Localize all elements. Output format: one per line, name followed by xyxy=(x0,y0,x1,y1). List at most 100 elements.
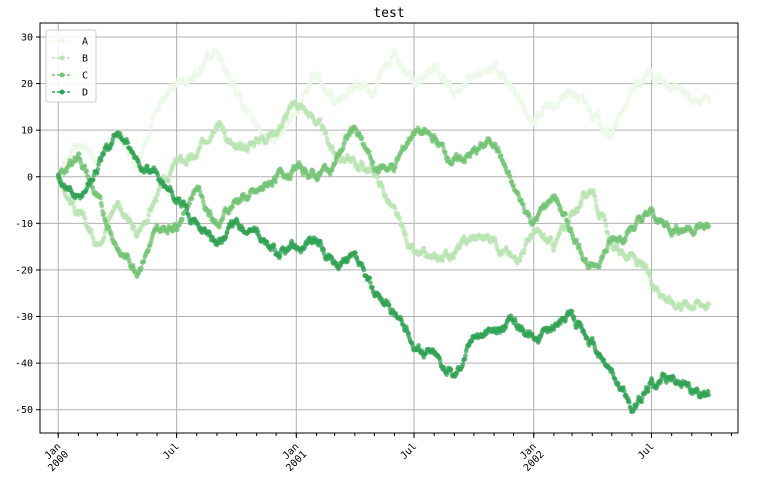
series-A-point xyxy=(329,96,335,101)
series-B-point xyxy=(551,248,557,254)
series-A-point xyxy=(220,60,226,65)
series-A-point xyxy=(437,71,442,77)
series-C-point xyxy=(101,211,107,217)
series-D-point xyxy=(98,158,104,163)
series-C-point xyxy=(392,165,398,170)
y-tick-label: 10 xyxy=(21,126,33,137)
series-B-point xyxy=(521,250,527,256)
series-B-point xyxy=(91,237,96,242)
series-A-point xyxy=(493,60,499,65)
y-tick-label: -30 xyxy=(15,312,33,323)
series-D-point xyxy=(95,166,101,172)
series-A-point xyxy=(502,74,508,80)
series-B-point xyxy=(522,247,527,252)
series-C xyxy=(55,124,712,279)
series-B-point xyxy=(132,224,137,229)
series-A-point xyxy=(197,71,202,76)
series-D-point xyxy=(125,140,131,145)
series-B-point xyxy=(89,231,95,236)
series-B-point xyxy=(443,248,449,253)
series-B-point xyxy=(82,216,88,221)
series-D-point xyxy=(462,357,468,362)
series-D-point xyxy=(627,399,632,405)
series-C-point xyxy=(370,160,376,165)
series-C-point xyxy=(563,211,568,217)
series-C-point xyxy=(141,258,147,264)
series-B-point xyxy=(81,210,86,216)
series-B-point xyxy=(461,234,467,239)
series-A-point xyxy=(596,116,602,121)
series-B-point xyxy=(575,209,581,214)
series-A-point xyxy=(388,61,393,67)
series-A-point xyxy=(393,52,399,58)
series-A-point xyxy=(559,97,565,103)
legend-label: C xyxy=(82,71,88,82)
legend-label: A xyxy=(82,37,88,48)
series-A-point xyxy=(540,110,546,115)
series-B-point xyxy=(154,198,159,204)
series-B-point xyxy=(549,236,554,241)
series-A-point xyxy=(374,86,379,92)
series-C-point xyxy=(154,222,160,228)
series-B-point xyxy=(102,234,107,240)
series-B-point xyxy=(603,223,609,229)
series-C-point xyxy=(84,168,90,174)
series-D-point xyxy=(155,172,161,178)
series-B-point xyxy=(117,202,122,208)
series-A-point xyxy=(351,86,356,91)
series-A-point xyxy=(92,155,97,161)
series-B-point xyxy=(421,245,427,251)
series-A-point xyxy=(595,108,600,114)
series-A-point xyxy=(146,134,152,140)
series-A-point xyxy=(563,94,569,99)
series-A-point xyxy=(238,94,243,99)
series-A-point xyxy=(165,92,171,97)
series-C-point xyxy=(506,169,512,175)
series-B-point xyxy=(212,129,218,135)
series-C-point xyxy=(583,256,589,262)
series-C-point xyxy=(604,246,610,252)
legend-swatch-marker xyxy=(59,38,65,44)
legend-swatch-marker xyxy=(59,72,65,78)
series-B-point xyxy=(591,188,596,193)
series-C-point xyxy=(174,227,180,233)
series-A-point xyxy=(447,79,453,85)
series-A-point xyxy=(625,104,630,110)
series-A-point xyxy=(204,49,210,55)
y-tick-label: -10 xyxy=(15,219,33,230)
series-B-point xyxy=(403,237,409,242)
series-B-point xyxy=(605,231,611,236)
series-A-point xyxy=(662,78,668,84)
series-A-point xyxy=(614,119,620,124)
series-B-point xyxy=(70,200,76,206)
series-A-point xyxy=(441,73,447,78)
series-D-point xyxy=(639,399,645,405)
series-A-point xyxy=(138,154,144,160)
series-A-point xyxy=(231,80,237,86)
series-C-point xyxy=(78,160,84,166)
series-B-point xyxy=(392,205,398,211)
y-tick-label: -20 xyxy=(15,265,33,276)
series-C-point xyxy=(498,153,504,158)
series-B-point xyxy=(648,278,654,283)
series-D-point xyxy=(94,171,100,176)
series-A-point xyxy=(556,101,562,107)
series-B-point xyxy=(593,198,598,203)
series-B-point xyxy=(129,221,135,226)
series-C-point xyxy=(273,179,278,185)
series-C-point xyxy=(64,169,69,174)
legend-swatch-marker xyxy=(59,55,65,61)
series-A-point xyxy=(247,108,253,113)
series-B-point xyxy=(166,177,172,183)
series-A-point xyxy=(148,122,154,128)
series-A-point xyxy=(591,117,596,123)
series-A-point xyxy=(215,50,220,55)
chart-title: test xyxy=(373,6,404,21)
series-A-point xyxy=(463,83,469,88)
series-B xyxy=(55,99,712,313)
series-B-point xyxy=(209,134,215,139)
series-A-point xyxy=(435,64,441,70)
series-C-point xyxy=(508,174,513,179)
series-B-point xyxy=(403,232,408,237)
